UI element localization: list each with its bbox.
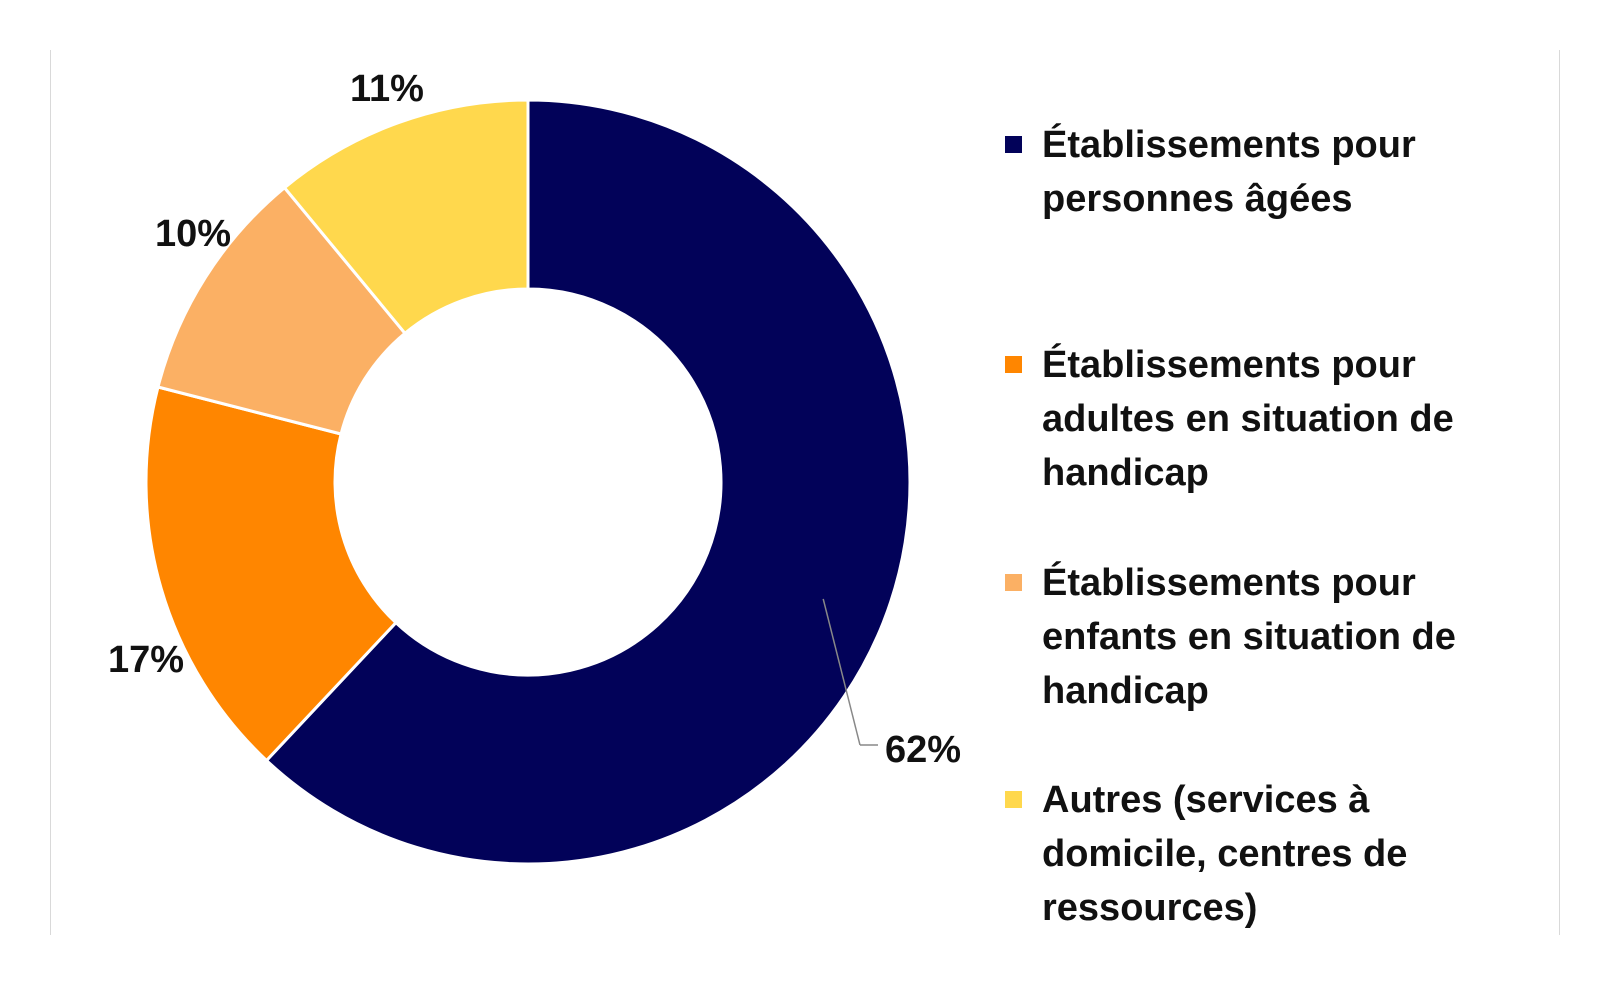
donut-slice-adultes-handicap <box>144 385 399 763</box>
data-label-personnes-agees: 62% <box>885 729 961 771</box>
legend-item-personnes-agees: Établissements pour personnes âgées <box>1005 118 1522 226</box>
leader-line-62 <box>822 598 861 746</box>
legend-item-autres: Autres (services à domicile, centres de … <box>1005 773 1522 935</box>
donut-slice-personnes-agees <box>264 98 912 866</box>
chart-frame-left-border <box>50 50 51 935</box>
legend-swatch-personnes-agees <box>1005 136 1022 153</box>
donut-slices <box>144 98 912 866</box>
chart-legend: Établissements pour personnes âgées Étab… <box>1005 118 1545 938</box>
data-label-enfants-handicap: 10% <box>155 213 231 255</box>
legend-label-enfants-handicap: Établissements pour enfants en situation… <box>1042 562 1456 712</box>
legend-swatch-autres <box>1005 791 1022 808</box>
legend-label-adultes-handicap: Établissements pour adultes en situation… <box>1042 344 1454 494</box>
legend-item-adultes-handicap: Établissements pour adultes en situation… <box>1005 338 1522 500</box>
chart-frame-right-border <box>1559 50 1560 935</box>
legend-swatch-enfants-handicap <box>1005 574 1022 591</box>
donut-slice-autres <box>282 98 530 336</box>
data-label-adultes-handicap: 17% <box>108 639 184 681</box>
legend-label-autres: Autres (services à domicile, centres de … <box>1042 779 1408 929</box>
legend-item-enfants-handicap: Établissements pour enfants en situation… <box>1005 556 1522 718</box>
legend-label-personnes-agees: Établissements pour personnes âgées <box>1042 124 1416 220</box>
data-label-autres: 11% <box>350 68 424 110</box>
legend-swatch-adultes-handicap <box>1005 356 1022 373</box>
